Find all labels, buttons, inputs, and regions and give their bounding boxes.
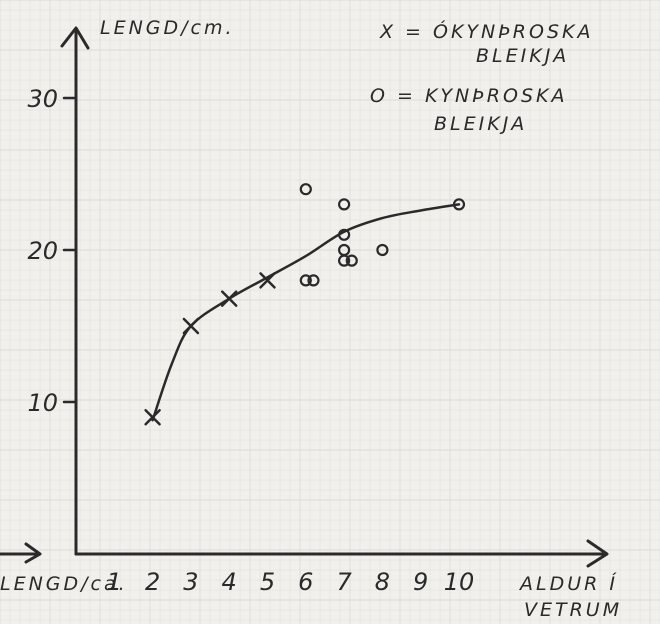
legend: X = ÓKYNÞROSKA BLEIKJA O = KYNÞROSKA BLE… — [370, 19, 593, 135]
x-tick-label: 5 — [260, 568, 275, 596]
o-marker — [376, 243, 389, 257]
origin-arrow — [0, 542, 42, 564]
x-axis-label-line2: VETRUM — [524, 599, 622, 621]
x-tick-label: 4 — [222, 568, 237, 596]
x-marker — [144, 408, 161, 426]
o-marker — [338, 198, 351, 211]
x-tick-label: 10 — [444, 568, 475, 596]
y-tick-label: 10 — [27, 389, 58, 417]
x-tick-label: 9 — [413, 568, 428, 596]
x-tick-label: 2 — [145, 568, 160, 596]
x-ticks: 1 2 3 4 5 6 7 8 9 10 — [107, 568, 475, 596]
o-marker — [307, 274, 320, 287]
x-marker — [182, 317, 200, 335]
o-marker — [299, 274, 312, 287]
y-ticks: 10 20 30 — [27, 85, 78, 417]
legend-line-3: O = KYNÞROSKA — [370, 85, 567, 107]
x-marker — [220, 290, 238, 307]
o-marker — [338, 254, 351, 267]
o-marker — [338, 228, 351, 241]
x-tick-label: 3 — [183, 568, 198, 596]
axes — [0, 26, 609, 568]
o-marker — [345, 254, 358, 267]
x-tick-label: 6 — [298, 568, 313, 596]
y-axis-label: LENGD/cm. — [100, 17, 235, 39]
x-axis-arrow — [586, 539, 609, 568]
y-tick-label: 20 — [27, 237, 58, 265]
legend-line-2: BLEIKJA — [476, 45, 569, 67]
x-tick-label: 8 — [375, 568, 390, 596]
origin-label: LENGD/ca. — [0, 573, 128, 595]
legend-line-4: BLEIKJA — [434, 113, 527, 135]
legend-line-1: X = ÓKYNÞROSKA — [379, 19, 593, 43]
x-marker — [259, 272, 276, 289]
x-axis-label-line1: ALDUR Í — [518, 572, 618, 595]
o-marker — [299, 183, 312, 196]
x-tick-label: 7 — [336, 568, 352, 596]
y-tick-label: 30 — [27, 85, 58, 113]
data-marks — [144, 183, 466, 426]
x-tick-label: 1 — [107, 568, 122, 596]
trend-curve — [151, 203, 461, 422]
o-marker — [452, 198, 466, 211]
y-axis-arrow — [60, 26, 90, 50]
